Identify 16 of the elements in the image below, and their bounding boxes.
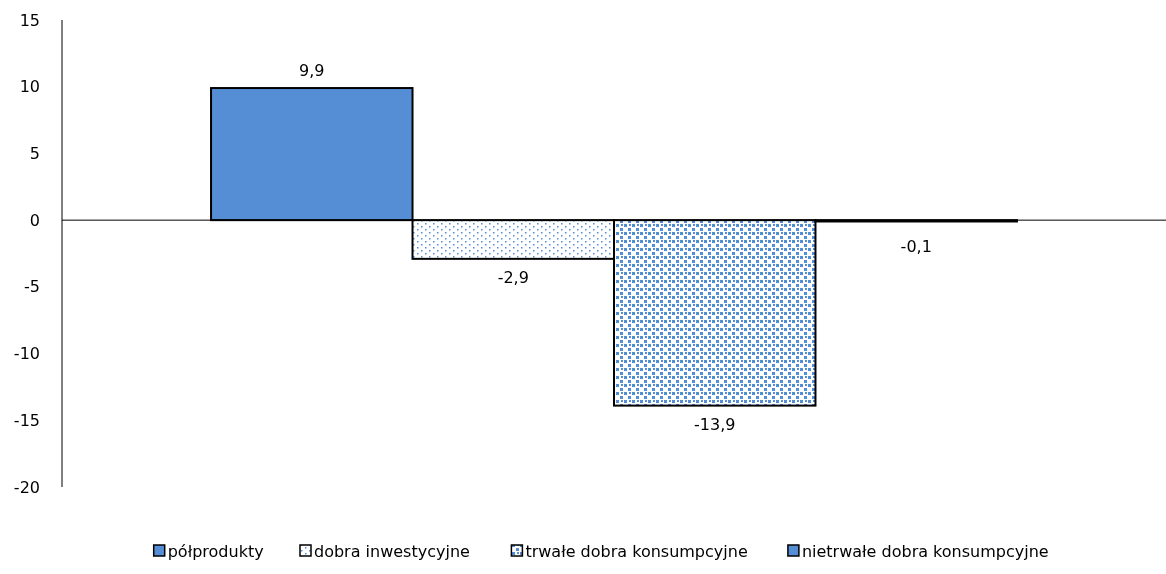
y-tick-label: 0 (29, 210, 40, 230)
y-tick-label: -5 (24, 277, 40, 297)
data-label: 9,9 (299, 61, 325, 81)
data-label: -2,9 (497, 267, 529, 287)
y-tick-label: 15 (19, 10, 40, 30)
y-tick-label: -15 (13, 410, 40, 430)
y-tick-label: -20 (13, 477, 40, 497)
legend-label: nietrwałe dobra konsumpcyjne (801, 541, 1049, 561)
legend-label: półprodukty (167, 541, 264, 561)
y-tick-label: 10 (19, 77, 40, 97)
legend-label: dobra inwestycyjne (314, 541, 470, 561)
legend-label: trwałe dobra konsumpcyjne (525, 541, 748, 561)
data-label: -13,9 (694, 414, 736, 434)
y-tick-label: -10 (13, 344, 40, 364)
y-tick-label: 5 (29, 144, 40, 164)
data-label: -0,1 (900, 237, 932, 257)
